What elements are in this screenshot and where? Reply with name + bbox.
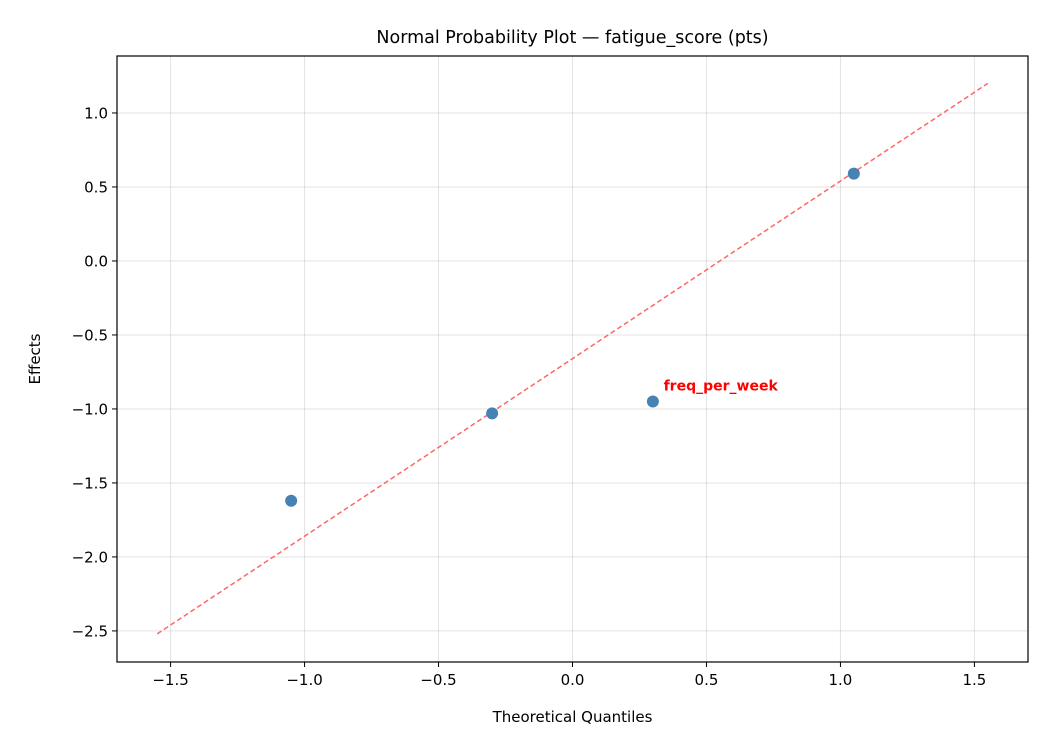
- data-point: [847, 167, 860, 180]
- data-points: [285, 167, 860, 507]
- y-axis-ticks: 1.0 0.5 0.0 −0.5 −1.0 −1.5 −2.0 −2.5: [72, 104, 117, 640]
- data-point: [646, 395, 659, 408]
- chart-title: Normal Probability Plot — fatigue_score …: [376, 28, 768, 48]
- y-tick-label: 0.5: [84, 178, 108, 196]
- y-tick-label: −1.0: [72, 400, 108, 418]
- y-axis-label: Effects: [26, 333, 44, 384]
- y-tick-label: −2.0: [72, 548, 108, 566]
- x-axis-ticks: −1.5 −1.0 −0.5 0.0 0.5 1.0 1.5: [152, 662, 986, 689]
- data-point: [285, 494, 298, 507]
- x-tick-label: 1.0: [829, 671, 853, 689]
- annotations: freq_per_week: [664, 378, 779, 394]
- x-tick-label: 1.5: [962, 671, 986, 689]
- x-tick-label: 0.5: [695, 671, 719, 689]
- reference-line: [156, 82, 989, 635]
- y-tick-label: 1.0: [84, 104, 108, 122]
- x-tick-label: −1.5: [152, 671, 188, 689]
- x-tick-label: −1.0: [286, 671, 322, 689]
- grid: [117, 56, 1028, 662]
- y-tick-label: −1.5: [72, 474, 108, 492]
- point-annotation: freq_per_week: [664, 378, 779, 394]
- x-tick-label: 0.0: [561, 671, 585, 689]
- x-tick-label: −0.5: [420, 671, 456, 689]
- x-axis-label: Theoretical Quantiles: [492, 708, 653, 726]
- y-tick-label: −0.5: [72, 326, 108, 344]
- data-point: [486, 407, 499, 420]
- y-tick-label: −2.5: [72, 622, 108, 640]
- y-tick-label: 0.0: [84, 252, 108, 270]
